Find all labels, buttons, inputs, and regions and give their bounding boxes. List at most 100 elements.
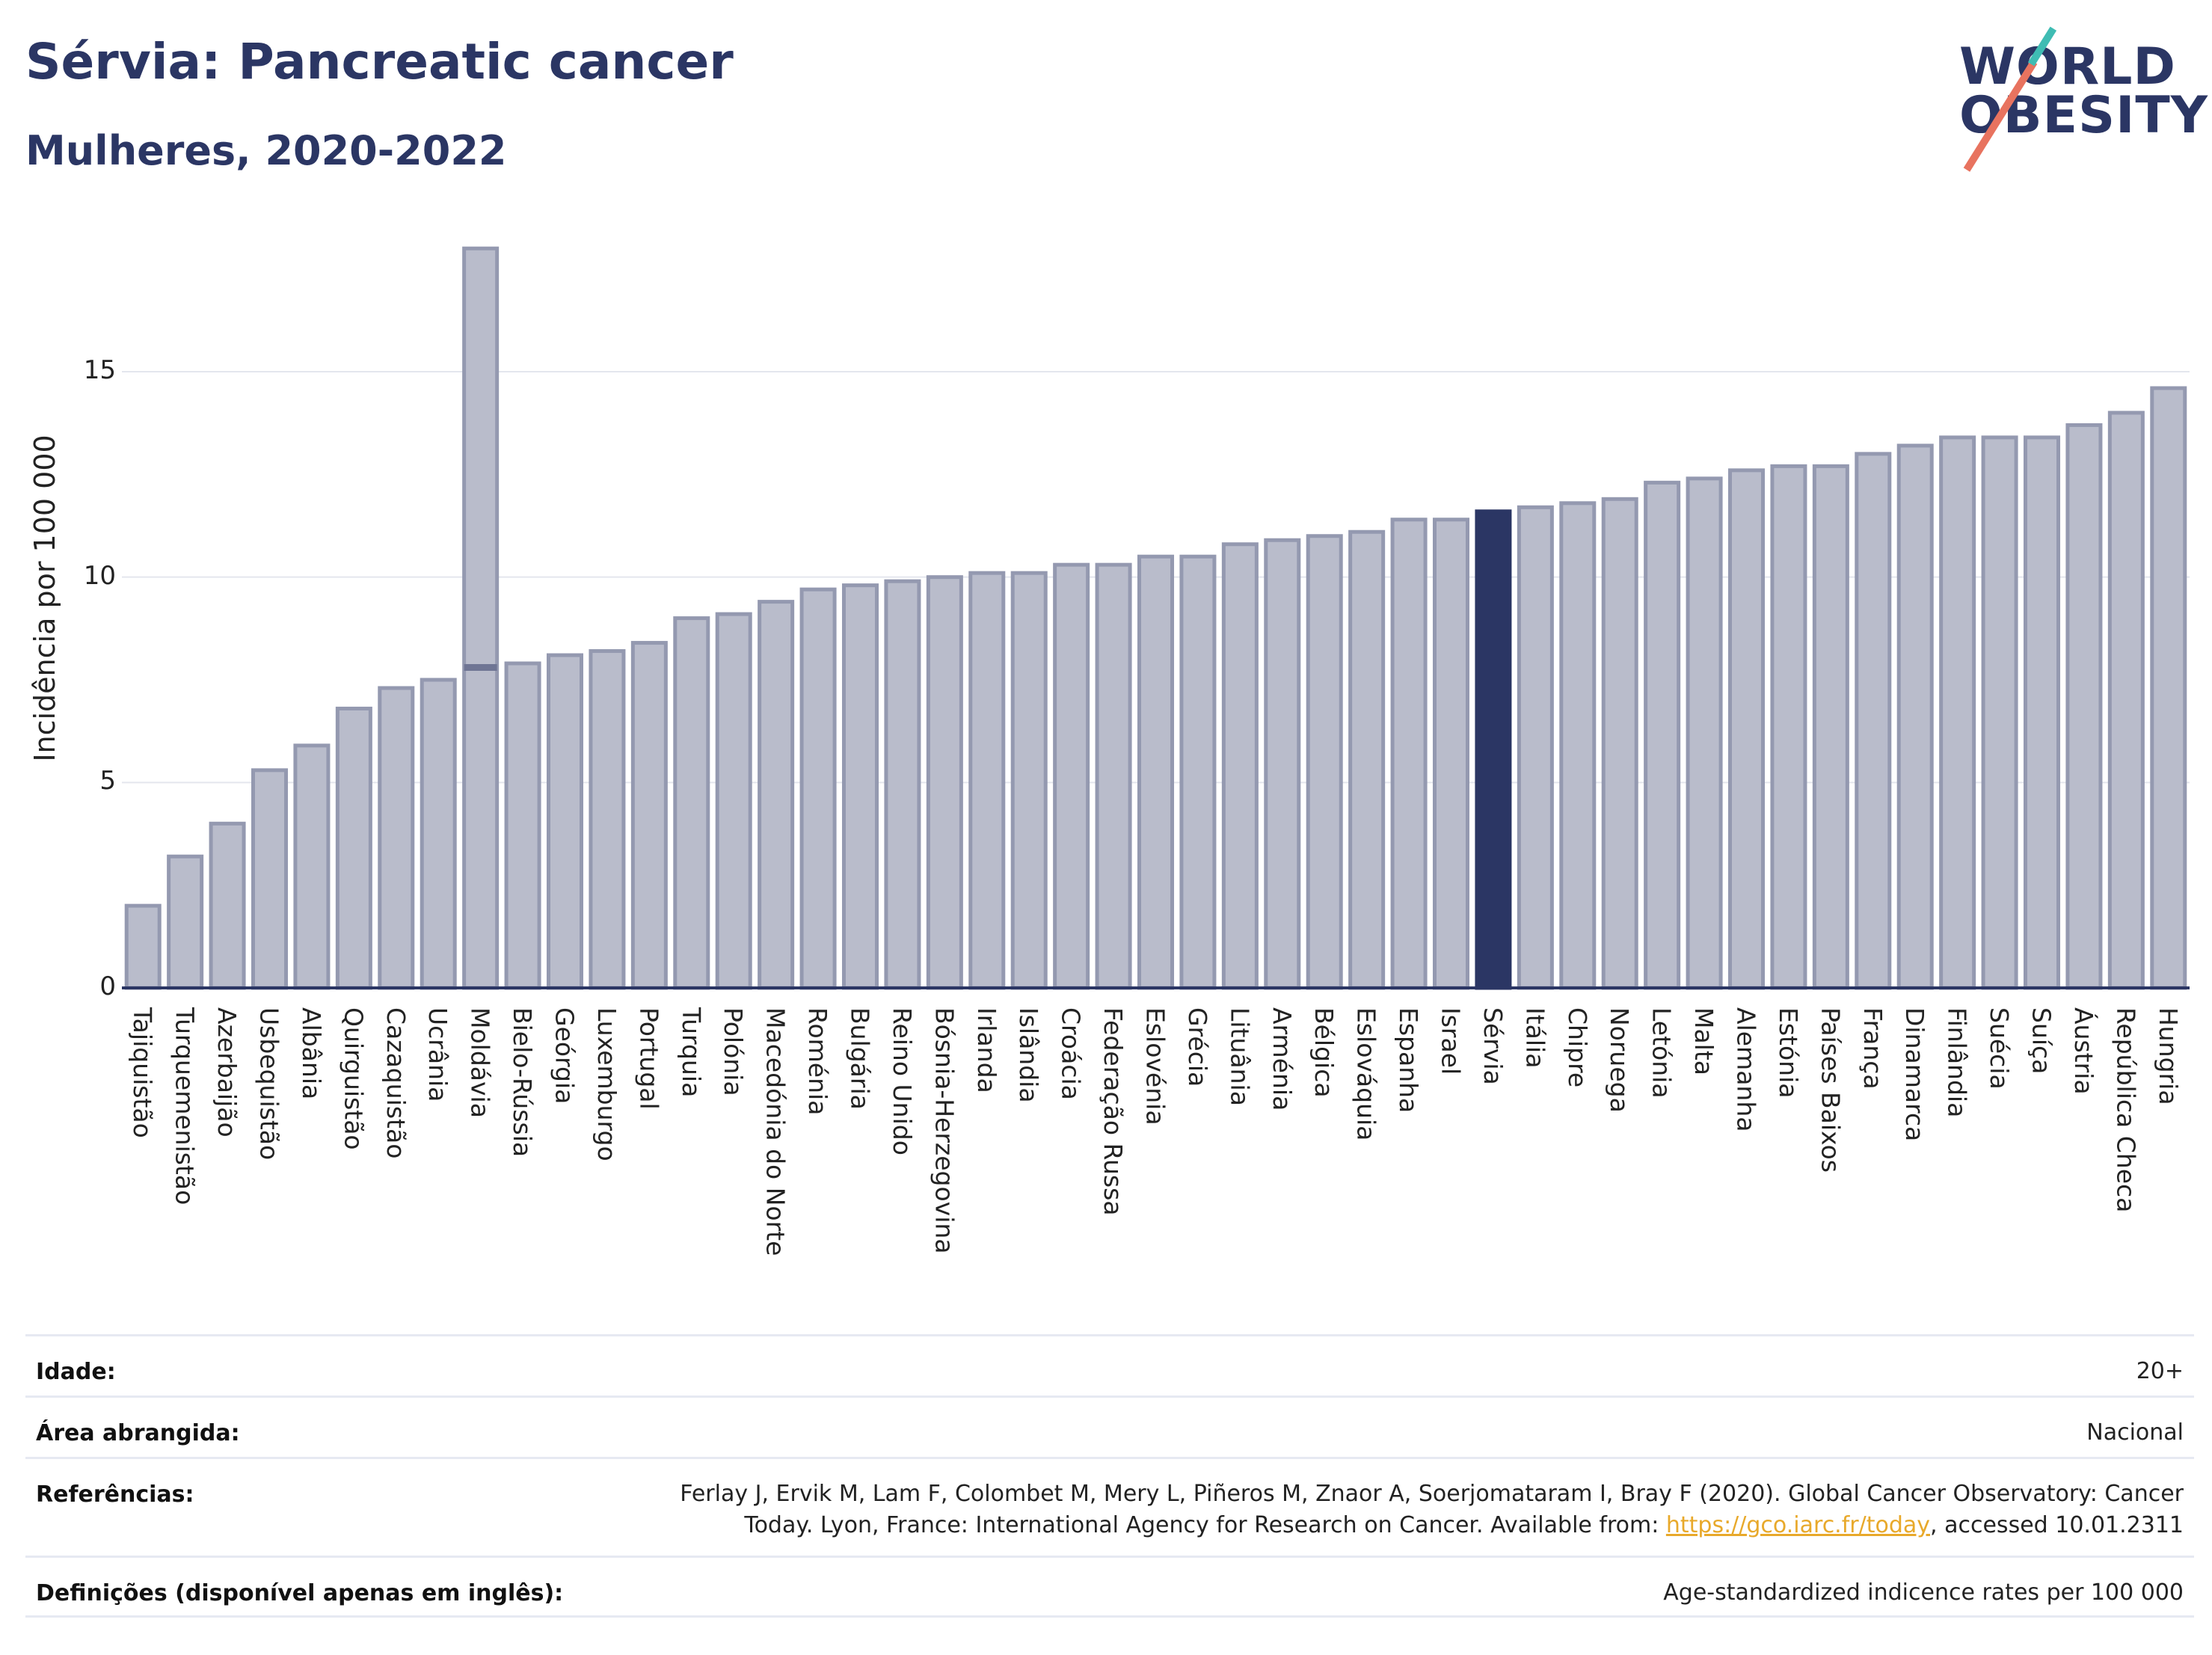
x-tick-label-10: Geórgia <box>550 1007 580 1104</box>
bar-26 <box>1221 542 1259 990</box>
bar-3 <box>251 768 289 990</box>
x-tick-label-6: Cazaquistão <box>381 1007 411 1158</box>
x-tick-label-12: Portugal <box>634 1007 663 1110</box>
bar-5 <box>335 706 372 990</box>
x-tick-label-48: Hungria <box>2154 1007 2183 1105</box>
bar-9 <box>504 661 541 990</box>
bar-23 <box>1095 562 1132 990</box>
x-tick-label-4: Albânia <box>297 1007 326 1099</box>
reference-accessed-text: , accessed 10.01.2311 <box>1930 1512 2184 1538</box>
info-key-age: Idade: <box>36 1359 116 1385</box>
info-value-references: Ferlay J, Ervik M, Lam F, Colombet M, Me… <box>680 1479 2184 1541</box>
bar-7 <box>420 678 457 990</box>
x-tick-label-47: República Checa <box>2111 1007 2140 1212</box>
x-tick-label-16: Roménia <box>803 1007 832 1115</box>
bar-4 <box>293 743 331 990</box>
y-tick-label-0: 0 <box>99 971 116 1001</box>
x-tick-label-46: Áustria <box>2069 1007 2099 1095</box>
world-obesity-logo: WORLD OBESITY <box>1944 26 2208 172</box>
bar-24 <box>1137 554 1175 990</box>
bar-33 <box>1517 505 1554 990</box>
bar-14 <box>715 612 752 990</box>
bar-41 <box>1855 452 1892 990</box>
bar-11 <box>589 649 626 990</box>
x-tick-label-3: Usbequistão <box>255 1007 284 1160</box>
x-tick-label-27: Arménia <box>1268 1007 1297 1111</box>
x-tick-label-45: Suíça <box>2027 1007 2056 1074</box>
chart-subtitle: Mulheres, 2020-2022 <box>25 127 507 174</box>
bar-19 <box>926 575 963 990</box>
info-row-references: Referências: Ferlay J, Ervik M, Lam F, C… <box>25 1457 2194 1538</box>
x-tick-label-7: Ucrânia <box>423 1007 452 1102</box>
info-row-age: Idade: 20+ <box>25 1334 2194 1385</box>
bar-10 <box>546 653 584 990</box>
bar-37 <box>1686 476 1723 990</box>
bar-29 <box>1348 529 1386 990</box>
x-tick-label-29: Eslováquia <box>1352 1007 1381 1140</box>
x-tick-label-2: Azerbaijão <box>212 1007 242 1137</box>
y-tick-label-15: 15 <box>83 355 116 385</box>
x-tick-label-1: Turquemenistão <box>170 1007 200 1205</box>
bar-36 <box>1644 480 1681 990</box>
x-tick-label-11: Luxemburgo <box>592 1007 621 1161</box>
bar-45 <box>2023 435 2061 990</box>
bar-20 <box>968 571 1006 990</box>
x-tick-label-38: Alemanha <box>1732 1007 1761 1132</box>
info-key-references: Referências: <box>36 1481 194 1508</box>
y-tick-label-5: 5 <box>99 766 116 796</box>
x-tick-label-32: Sérvia <box>1478 1007 1508 1085</box>
x-tick-label-35: Noruega <box>1605 1007 1634 1113</box>
x-tick-label-8: Moldávia <box>466 1007 495 1118</box>
info-value-age: 20+ <box>2136 1358 2184 1384</box>
x-tick-label-37: Malta <box>1689 1007 1718 1075</box>
info-value-area: Nacional <box>2086 1419 2184 1446</box>
bar-39 <box>1770 464 1807 990</box>
x-tick-label-14: Polónia <box>719 1007 748 1096</box>
x-tick-label-23: Federação Russa <box>1099 1007 1128 1216</box>
bar-31 <box>1432 518 1470 990</box>
y-tick-label-10: 10 <box>83 560 116 591</box>
x-tick-label-30: Espanha <box>1394 1007 1423 1113</box>
reference-link[interactable]: https://gco.iarc.fr/today <box>1665 1512 1931 1538</box>
bar-47 <box>2107 411 2145 990</box>
bar-8 <box>462 246 500 990</box>
bar-6 <box>378 686 415 990</box>
bar-21 <box>1010 571 1048 990</box>
logo-text-world: WORLD <box>1959 37 2176 96</box>
bar-1 <box>167 854 204 990</box>
bar-42 <box>1896 443 1934 990</box>
x-tick-label-22: Croácia <box>1057 1007 1086 1100</box>
info-row-definitions: Definições (disponível apenas em inglês)… <box>25 1556 2194 1606</box>
x-tick-label-43: Finlândia <box>1943 1007 1972 1117</box>
bar-40 <box>1812 464 1849 990</box>
info-key-definitions: Definições (disponível apenas em inglês)… <box>36 1580 564 1606</box>
bar-34 <box>1559 501 1597 990</box>
bar-35 <box>1601 497 1638 990</box>
x-tick-label-9: Bielo-Rússia <box>508 1007 537 1157</box>
x-tick-label-15: Macedónia do Norte <box>761 1007 790 1256</box>
bar-17 <box>841 583 879 990</box>
x-tick-label-28: Bélgica <box>1309 1007 1339 1098</box>
bar-32 <box>1475 509 1512 990</box>
x-tick-label-17: Bulgária <box>846 1007 875 1110</box>
bar-12 <box>630 641 668 990</box>
x-tick-label-20: Irlanda <box>972 1007 1001 1093</box>
bar-28 <box>1306 534 1343 990</box>
x-tick-label-41: França <box>1858 1007 1887 1090</box>
x-tick-label-0: Tajiquistão <box>128 1007 157 1138</box>
x-tick-label-26: Lituânia <box>1225 1007 1254 1106</box>
bar-44 <box>1981 435 2018 990</box>
info-row-area: Área abrangida: Nacional <box>25 1395 2194 1446</box>
info-key-area: Área abrangida: <box>36 1420 240 1446</box>
x-tick-label-25: Grécia <box>1183 1007 1212 1087</box>
bar-0 <box>124 903 162 990</box>
x-tick-label-40: Países Baixos <box>1816 1007 1845 1173</box>
x-tick-label-36: Letónia <box>1647 1007 1677 1099</box>
x-tick-label-42: Dinamarca <box>1900 1007 1929 1141</box>
bar-38 <box>1727 468 1766 990</box>
x-tick-label-19: Bósnia-Herzegovina <box>930 1007 959 1254</box>
bar-15 <box>758 600 795 990</box>
bar-25 <box>1179 554 1217 990</box>
x-tick-label-39: Estónia <box>1774 1007 1803 1098</box>
x-tick-label-31: Israel <box>1437 1007 1466 1075</box>
